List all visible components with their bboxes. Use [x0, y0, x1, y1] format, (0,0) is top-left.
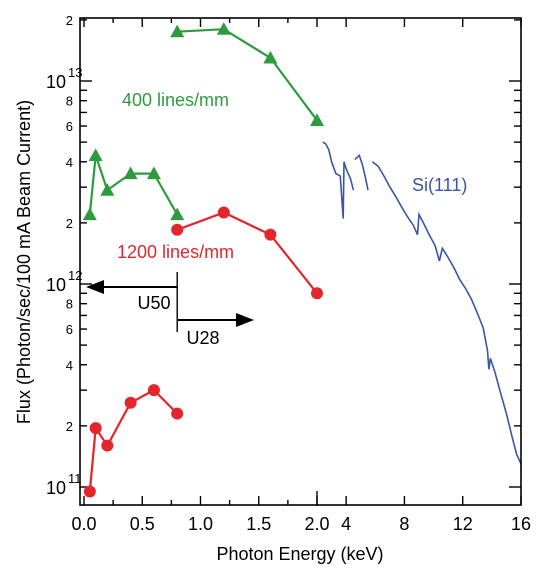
annotations-layer: 400 lines/mm 1200 lines/mm Si(111) U50 U28 — [86, 90, 467, 348]
data-point-triangle — [123, 166, 138, 180]
data-point-triangle — [170, 207, 185, 221]
x-tick-label: 0.0 — [71, 514, 96, 534]
series-label-400: 400 lines/mm — [122, 90, 229, 110]
x-tick-label: 2.0 — [304, 514, 329, 534]
y-minor-tick-label: 8 — [66, 297, 73, 312]
series-layer — [82, 22, 522, 498]
y-minor-tick-label: 4 — [66, 358, 73, 373]
data-point-triangle — [82, 207, 97, 221]
y-minor-tick-label: 2 — [66, 419, 73, 434]
y-minor-tick-label: 4 — [66, 155, 73, 170]
data-point-triangle — [146, 166, 161, 180]
series-line — [322, 141, 355, 219]
data-point-triangle — [216, 22, 231, 35]
x-tick-label: 1.0 — [188, 514, 213, 534]
y-tick-exponent: 11 — [68, 471, 82, 486]
series-line — [371, 161, 522, 465]
x-axis-title: Photon Energy (keV) — [216, 544, 383, 564]
data-point-circle — [89, 422, 102, 435]
data-point-triangle — [310, 113, 324, 126]
x-tick-label: 1.5 — [246, 514, 271, 534]
x-tick-label: 4 — [341, 514, 351, 534]
y-minor-tick-label: 2 — [66, 216, 73, 231]
plot-frame — [79, 17, 522, 506]
data-point-triangle — [170, 24, 185, 38]
x-tick-label: 0.5 — [130, 514, 155, 534]
y-tick-exponent: 13 — [68, 65, 82, 80]
data-point-triangle — [88, 148, 103, 162]
data-point-circle — [171, 223, 184, 236]
x-tick-label: 12 — [453, 514, 473, 534]
data-point-circle — [264, 228, 277, 241]
series-line — [176, 211, 318, 294]
series-label-1200: 1200 lines/mm — [117, 242, 234, 262]
u50-arrowhead — [86, 280, 104, 294]
y-axis-title: Flux (Photon/sec/100 mA Beam Current) — [14, 100, 34, 424]
u50-label: U50 — [137, 293, 170, 313]
data-point-circle — [83, 485, 96, 498]
y-minor-tick-label: 2 — [66, 13, 73, 28]
series-line — [88, 155, 179, 216]
y-tick-label: 10 — [46, 275, 66, 295]
y-tick-label: 10 — [46, 72, 66, 92]
y-minor-tick-label: 6 — [66, 119, 73, 134]
data-point-circle — [171, 407, 184, 420]
data-point-circle — [217, 206, 230, 219]
y-minor-tick-label: 8 — [66, 94, 73, 109]
y-tick-label: 10 — [46, 478, 66, 498]
x-tick-label: 8 — [399, 514, 409, 534]
y-tick-exponent: 12 — [68, 268, 82, 283]
series-line — [177, 28, 318, 121]
series-line — [354, 153, 369, 191]
series-label-si111: Si(111) — [412, 175, 467, 195]
data-point-circle — [101, 439, 114, 452]
data-point-triangle — [263, 50, 278, 64]
data-point-triangle — [100, 183, 115, 196]
u28-arrowhead — [236, 313, 254, 327]
data-point-circle — [311, 287, 323, 300]
data-point-circle — [124, 396, 137, 409]
data-point-circle — [147, 384, 160, 397]
u28-label: U28 — [186, 328, 219, 348]
x-tick-label: 16 — [511, 514, 531, 534]
y-minor-tick-label: 6 — [66, 322, 73, 337]
